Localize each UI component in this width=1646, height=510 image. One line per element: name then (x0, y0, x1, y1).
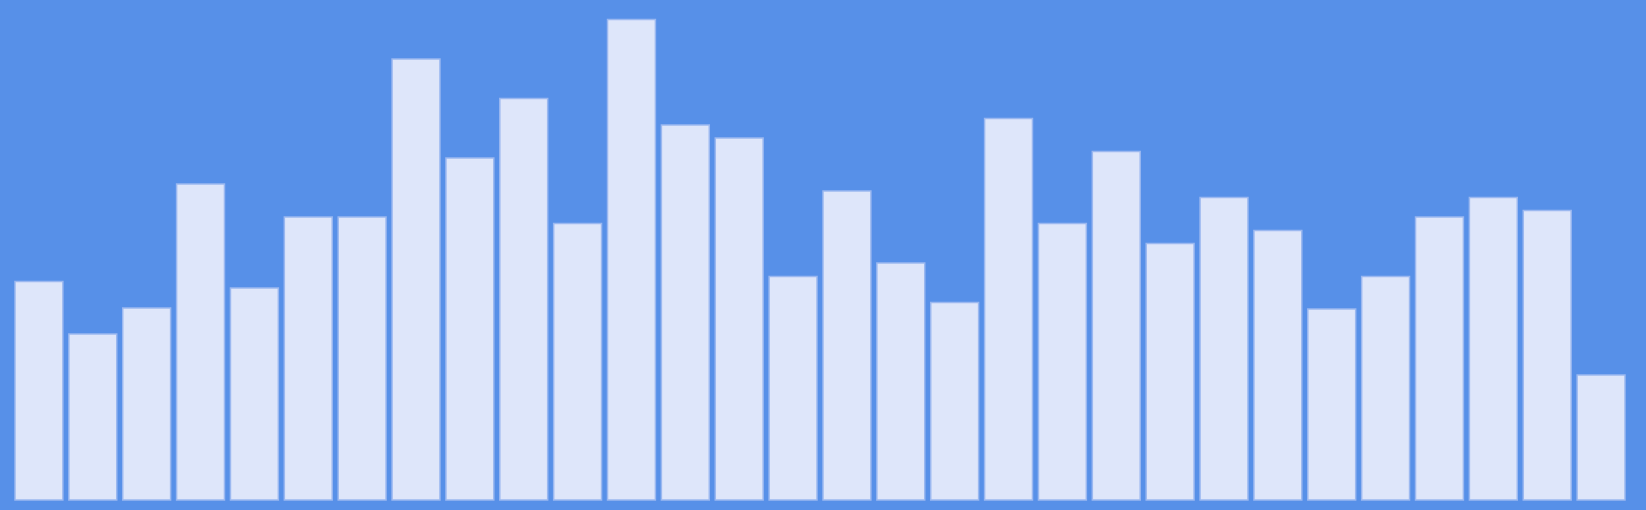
bar-28 (1468, 196, 1519, 501)
bar-14 (714, 137, 764, 501)
bar-11 (552, 222, 603, 501)
bar-16 (822, 190, 872, 501)
bar-12 (606, 18, 657, 501)
bars-group (14, 18, 1626, 501)
bar-23 (1199, 196, 1249, 501)
bar-17 (876, 262, 926, 501)
bar-15 (768, 275, 818, 501)
bar-29 (1522, 209, 1572, 501)
bar-13 (660, 124, 711, 501)
bar-9 (445, 157, 495, 501)
bar-8 (391, 58, 441, 501)
bar-19 (983, 117, 1034, 501)
bar-26 (1360, 275, 1411, 501)
bar-25 (1307, 308, 1357, 501)
bar-1 (14, 280, 64, 501)
bar-18 (929, 301, 980, 501)
bar-20 (1037, 222, 1088, 501)
bar-4 (175, 183, 226, 501)
bar-21 (1091, 150, 1141, 501)
bar-27 (1414, 216, 1465, 501)
bar-6 (283, 216, 333, 501)
bar-5 (229, 287, 280, 501)
bar-3 (121, 307, 172, 501)
bar-2 (68, 333, 118, 501)
bar-30 (1576, 374, 1626, 501)
bar-22 (1145, 242, 1195, 501)
bar-24 (1253, 229, 1303, 501)
bar-10 (499, 97, 549, 501)
bar-7 (337, 216, 387, 501)
